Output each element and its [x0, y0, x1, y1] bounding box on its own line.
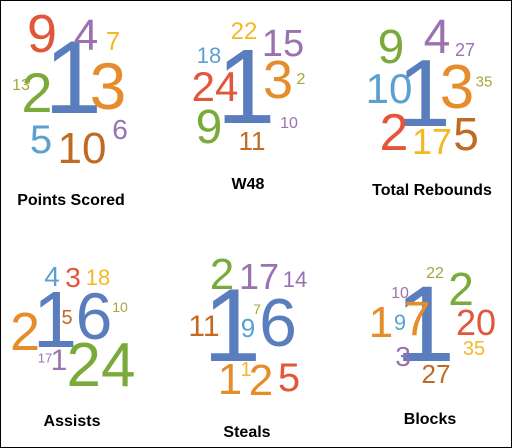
cloud-2-word-10: 10	[280, 115, 298, 132]
cloud-1-word-4: 9	[26, 4, 58, 64]
cloud-6-word-10: 3	[395, 341, 411, 372]
cloud-3-word-5: 27	[454, 40, 476, 60]
cloud-4-word-3: 2	[9, 302, 41, 362]
cloud-5-word-1: 1	[203, 268, 261, 384]
cloud-2-word-3: 24	[191, 63, 239, 110]
cloud-6-word-3: 22	[426, 265, 444, 282]
cloud-2-word-1: 1	[216, 28, 276, 146]
cloud-2-title: W48	[231, 176, 265, 193]
cloud-6-word-4: 10	[391, 285, 409, 302]
cloud-5-word-11: 2	[248, 356, 274, 405]
cloud-3-word-7: 35	[475, 73, 493, 91]
cloud-4-word-2: 6	[75, 279, 113, 353]
cloud-1-word-2: 3	[89, 49, 127, 123]
cloud-6-word-8: 20	[455, 302, 497, 343]
cloud-1-word-3: 2	[21, 61, 53, 124]
cloud-4-word-10: 1	[50, 344, 68, 377]
cloud-3-word-4: 4	[423, 11, 451, 64]
cloud-2-word-4: 15	[261, 23, 305, 65]
cloud-5-word-10: 1	[240, 359, 252, 381]
cloud-3-title: Total Rebounds	[372, 182, 492, 199]
cloud-3-word-8: 2	[379, 104, 409, 162]
cloud-6-title: Blocks	[403, 411, 457, 428]
cloud-5-word-6: 11	[188, 310, 220, 343]
cloud-4-word-9: 17	[37, 350, 53, 366]
cloud-3-word-10: 5	[453, 108, 479, 160]
cloud-2-word-6: 18	[196, 43, 222, 68]
cloud-5-word-9: 1	[217, 355, 243, 404]
cloud-2-word-8: 9	[195, 101, 223, 154]
cloud-3-word-3: 9	[377, 21, 405, 74]
cloud-1-word-5: 4	[73, 11, 99, 60]
cloud-5-word-12: 5	[277, 356, 301, 400]
cloud-5-word-7: 7	[253, 301, 261, 317]
cloud-1-word-9: 10	[57, 124, 107, 173]
cloud-5-word-4: 17	[238, 256, 280, 297]
cloud-6-word-2: 2	[448, 263, 474, 315]
cloud-3-word-2: 3	[439, 53, 475, 122]
cloud-4-word-11: 24	[66, 331, 136, 400]
cloud-4-word-6: 18	[85, 265, 111, 290]
cloud-5-word-3: 2	[209, 250, 235, 299]
cloud-5-word-8: 9	[240, 313, 256, 343]
cloud-4-word-4: 4	[44, 261, 60, 292]
cloud-4-word-5: 3	[65, 262, 81, 293]
cloud-3-word-1: 1	[397, 40, 451, 147]
cloud-5-word-5: 14	[282, 267, 308, 292]
cloud-1-word-1: 1	[44, 20, 102, 136]
cloud-4-title: Assists	[43, 413, 101, 430]
cloud-6-word-7: 7	[403, 293, 431, 346]
cloud-2-word-7: 2	[296, 71, 306, 88]
cloud-6-word-1: 1	[394, 263, 456, 384]
cloud-2-word-9: 11	[238, 126, 266, 156]
cloud-1-title: Points Scored	[17, 192, 125, 209]
cloud-1-word-10: 6	[112, 114, 128, 145]
cloud-2-word-2: 3	[262, 50, 294, 110]
cloud-1-word-6: 7	[105, 26, 121, 56]
cloud-5-title: Steals	[223, 424, 271, 441]
cloud-4-word-8: 10	[112, 299, 128, 315]
cloud-6-word-5: 1	[368, 298, 394, 347]
cloud-6-word-11: 27	[421, 359, 451, 389]
cloud-1-word-7: 13	[12, 77, 30, 94]
cloud-4-word-1: 1	[32, 275, 78, 364]
cloud-5-word-2: 6	[259, 285, 297, 361]
cloud-4-word-7: 5	[61, 307, 73, 329]
cloud-2-word-5: 22	[230, 18, 258, 45]
cloud-3-word-9: 17	[411, 121, 453, 162]
cloud-6-word-9: 35	[462, 338, 486, 360]
cloud-6-word-6: 9	[393, 310, 407, 335]
cloud-1-word-8: 5	[29, 118, 53, 162]
cloud-3-word-6: 10	[365, 65, 413, 112]
